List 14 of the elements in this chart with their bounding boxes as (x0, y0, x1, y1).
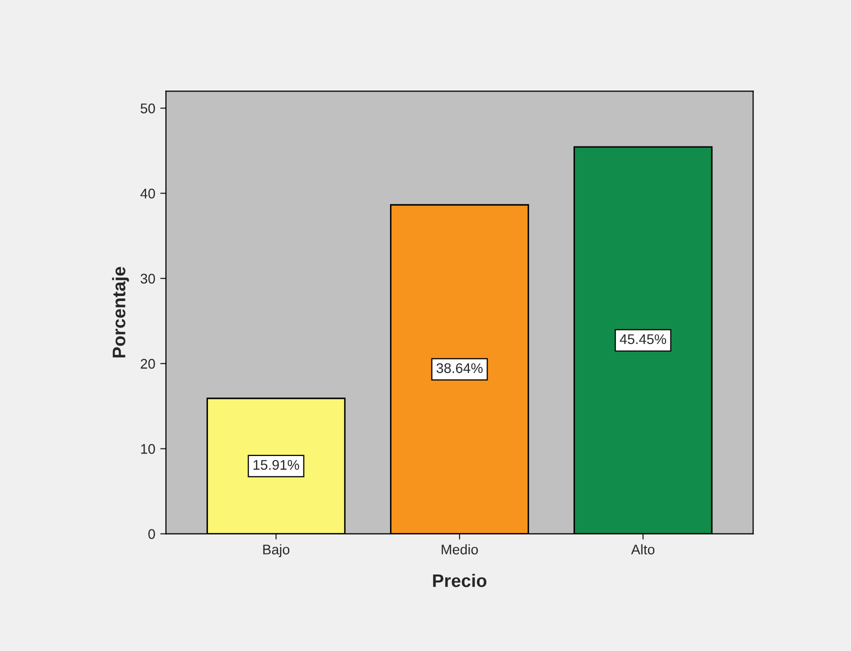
data-label: 45.45% (620, 334, 666, 344)
y-tick-label: 30 (140, 274, 155, 284)
x-tick-label: Bajo (263, 544, 290, 558)
x-tick-label: Alto (631, 544, 654, 554)
x-axis-title: Precio (433, 574, 486, 588)
y-tick-label: 20 (140, 358, 155, 369)
y-tick-label: 40 (140, 188, 155, 198)
data-label: 38.64% (436, 363, 483, 374)
data-label: 15.91% (254, 460, 300, 470)
y-tick-label: 10 (141, 444, 155, 454)
y-axis-title: Porcentaje (112, 266, 129, 358)
x-tick-label: Medio (442, 544, 478, 554)
y-tick-label: 50 (140, 104, 155, 114)
y-tick-label: 0 (148, 529, 155, 539)
